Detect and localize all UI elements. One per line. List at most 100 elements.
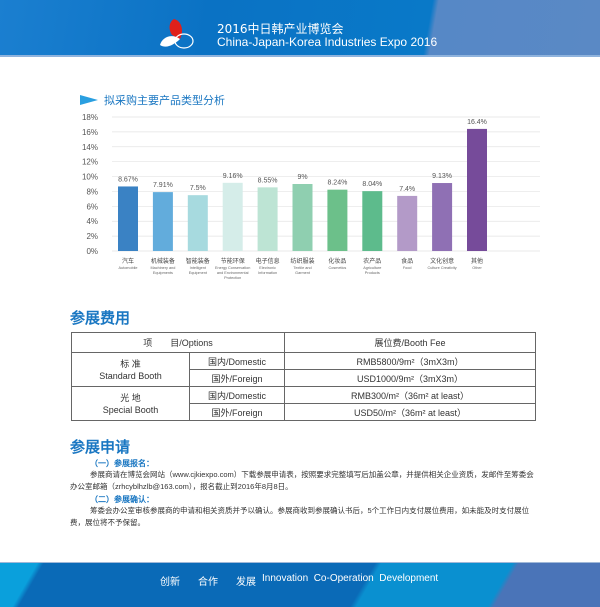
- y-tick-label: 6%: [86, 202, 98, 211]
- row-type: 国外/Foreign: [189, 369, 285, 387]
- x-tick-label-cn: 汽车: [122, 257, 134, 265]
- x-tick-label-en: Garment: [295, 271, 311, 275]
- row-type: 国内/Domestic: [189, 386, 285, 404]
- y-tick-label: 16%: [82, 128, 98, 137]
- data-label: 8.04%: [362, 181, 382, 188]
- header-booth-fee: 展位费/Booth Fee: [284, 332, 536, 353]
- x-tick-label-en: Textile and: [293, 266, 311, 270]
- header-options: 项 目/Options: [71, 332, 285, 353]
- bar: [257, 187, 278, 251]
- expo-logo-icon: [160, 19, 194, 49]
- x-tick-label-cn: 其他: [471, 257, 483, 265]
- y-tick-label: 4%: [86, 217, 98, 226]
- motto-cooperation-cn: 合作: [198, 577, 218, 588]
- bar: [327, 189, 348, 251]
- bar: [292, 184, 313, 251]
- x-tick-label-en: Equipments: [153, 271, 173, 275]
- data-label: 7.91%: [153, 182, 173, 189]
- x-tick-label-cn: 纺织服装: [290, 257, 314, 265]
- data-label: 9%: [297, 174, 307, 181]
- x-tick-label-en: and Environmental: [217, 271, 249, 275]
- x-tick-label-cn: 电子信息: [256, 257, 280, 265]
- fee-table: 项 目/Options 展位费/Booth Fee 标 准 Standard B…: [71, 332, 536, 421]
- table-row: 国外/Foreign USD1000/9m²（3mX3m）: [72, 369, 536, 387]
- y-tick-label: 12%: [82, 158, 98, 167]
- row-fee: RMB300/m²（36m² at least）: [284, 386, 536, 404]
- y-tick-label: 14%: [82, 143, 98, 152]
- x-tick-label-cn: 智能装备: [186, 257, 210, 265]
- data-label: 8.55%: [258, 177, 278, 184]
- x-tick-label-en: Automobile: [119, 266, 138, 270]
- apply-section1-title: （一）参展报名：: [90, 459, 154, 468]
- data-label: 8.24%: [327, 180, 347, 187]
- x-tick-label-en: Food: [403, 266, 412, 270]
- y-tick-label: 18%: [82, 113, 98, 122]
- bar: [152, 192, 173, 251]
- group-standard: 标 准 Standard Booth: [71, 352, 190, 387]
- motto-development-cn: 发展: [236, 577, 256, 588]
- x-tick-label-cn: 化妆品: [328, 257, 346, 265]
- row-type: 国外/Foreign: [189, 403, 285, 421]
- bar: [467, 128, 487, 251]
- data-label: 7.4%: [399, 186, 415, 193]
- group-name-en: Special Booth: [102, 404, 159, 415]
- x-tick-label-cn: 农产品: [363, 257, 381, 265]
- bar: [362, 191, 383, 251]
- row-fee: RMB5800/9m²（3mX3m）: [284, 352, 536, 370]
- row-fee: USD50/m²（36m² at least）: [284, 403, 536, 421]
- x-tick-label-en: Agriculture: [363, 266, 381, 270]
- x-tick-label-cn: 机械装备: [151, 257, 175, 265]
- x-tick-label-en: Culture Creativity: [428, 266, 457, 270]
- header-title-cn: 2016中日韩产业博览会: [217, 22, 344, 36]
- x-tick-label-cn: 食品: [401, 257, 413, 265]
- group-name-en: Standard Booth: [99, 370, 162, 381]
- apply-section2-title: （二）参展确认：: [90, 495, 154, 504]
- row-type: 国内/Domestic: [189, 352, 285, 370]
- x-tick-label-en: Equipment: [189, 271, 208, 275]
- arrow-icon: [80, 95, 98, 105]
- footer-banner: 创新 合作 发展 Innovation Co-Operation Develop…: [0, 562, 600, 607]
- data-label: 16.4%: [467, 119, 487, 126]
- table-header-row: 项 目/Options 展位费/Booth Fee: [71, 332, 536, 353]
- group-special: 光 地 Special Booth: [71, 386, 190, 421]
- row-fee: USD1000/9m²（3mX3m）: [284, 369, 536, 387]
- x-tick-label-en: Products: [365, 271, 380, 275]
- y-tick-label: 2%: [86, 232, 98, 241]
- x-tick-label-en: Cosmetics: [329, 266, 347, 270]
- x-tick-label-cn: 节能环保: [221, 257, 245, 265]
- y-tick-label: 8%: [86, 187, 98, 196]
- x-tick-label-en: Intelligent: [190, 266, 207, 270]
- group-name-cn: 光 地: [120, 392, 141, 403]
- motto: 创新 合作 发展 Innovation Co-Operation Develop…: [160, 573, 438, 588]
- data-label: 9.16%: [223, 173, 243, 180]
- chart-heading: 拟采购主要产品类型分析: [80, 92, 225, 108]
- table-row: 国外/Foreign USD50/m²（36m² at least）: [72, 403, 536, 421]
- apply-section1-text: 参展商请在博览会网站（www.cjkiexpo.com）下载参展申请表，按照要求…: [70, 470, 534, 491]
- y-tick-label: 0%: [86, 247, 98, 256]
- data-label: 9.13%: [432, 173, 452, 180]
- x-tick-label-en: Energy Conservation: [215, 266, 250, 270]
- x-tick-label-en: Other: [472, 266, 482, 270]
- header-banner: 2016中日韩产业博览会 China-Japan-Korea Industrie…: [0, 0, 600, 57]
- bar: [187, 195, 208, 251]
- y-tick-label: 10%: [82, 173, 98, 182]
- x-tick-label-en: Machinery and: [150, 266, 175, 270]
- fees-title: 参展费用: [70, 309, 131, 327]
- apply-title: 参展申请: [70, 438, 131, 456]
- x-tick-label-en: Information: [258, 271, 277, 275]
- bar: [118, 186, 138, 251]
- group-name-cn: 标 准: [120, 358, 141, 369]
- x-tick-label-en: Electronic: [259, 266, 276, 270]
- table-row: 标 准 Standard Booth 国内/Domestic RMB5800/9…: [71, 352, 536, 387]
- data-label: 7.5%: [190, 185, 206, 192]
- bar: [432, 183, 453, 251]
- data-label: 8.67%: [118, 176, 138, 183]
- bar-chart: 0% 2% 4% 6% 8% 10% 12% 14% 16% 18% 8.67% 汽车Automobi…: [82, 113, 540, 280]
- motto-en: Innovation Co-Operation Development: [262, 573, 439, 584]
- x-tick-label-cn: 文化创意: [430, 257, 454, 265]
- table-row: 光 地 Special Booth 国内/Domestic RMB300/m²（…: [71, 386, 536, 421]
- chart-title: 拟采购主要产品类型分析: [104, 94, 225, 107]
- x-tick-label-en: Protection: [224, 276, 241, 280]
- header-title-en: China-Japan-Korea Industries Expo 2016: [217, 35, 438, 49]
- apply-section2-text: 筹委会办公室审核参展商的申请和相关资质并予以确认。参展商收到参展确认书后，5个工…: [70, 506, 530, 527]
